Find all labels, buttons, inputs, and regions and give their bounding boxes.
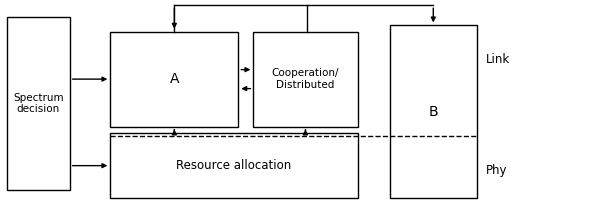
FancyBboxPatch shape [390, 25, 477, 198]
Text: Resource allocation: Resource allocation [176, 159, 291, 172]
Text: Spectrum
decision: Spectrum decision [13, 93, 64, 114]
FancyBboxPatch shape [110, 32, 238, 127]
Text: A: A [170, 72, 179, 86]
Text: B: B [429, 105, 439, 119]
Text: Phy: Phy [486, 164, 507, 177]
FancyBboxPatch shape [110, 133, 358, 198]
Text: Link: Link [486, 53, 510, 66]
FancyBboxPatch shape [253, 32, 358, 127]
Text: Cooperation/
Distributed: Cooperation/ Distributed [272, 68, 339, 90]
FancyBboxPatch shape [7, 17, 70, 190]
